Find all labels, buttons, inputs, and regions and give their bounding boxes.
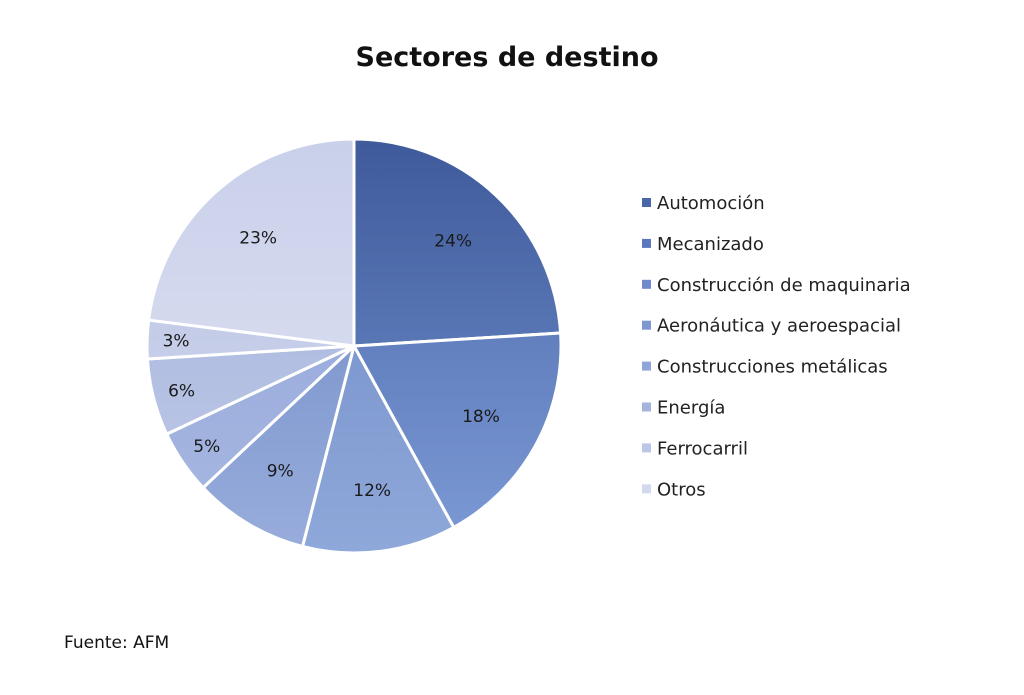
slice-label-ferrocarril: 3% [163, 331, 190, 351]
pie-slice-otros [147, 137, 356, 348]
source-note: Fuente: AFM [64, 633, 169, 653]
legend-swatch-otros [642, 484, 651, 494]
slice-label-energia: 6% [168, 381, 195, 401]
pie-slice-automocion [352, 137, 563, 348]
legend-swatch-aeronautica-y-aeroespacial [642, 320, 651, 330]
legend-label-automocion: Automoción [657, 193, 765, 214]
legend-label-aeronautica-y-aeroespacial: Aeronáutica y aeroespacial [657, 316, 901, 337]
slice-label-automocion: 24% [434, 231, 472, 251]
legend-swatch-energia [642, 402, 651, 412]
slice-label-construcciones-metalicas: 5% [193, 437, 220, 457]
chart-legend: Automoción Mecanizado Construcción de maqu… [642, 193, 911, 500]
legend-swatch-construcciones-metalicas [642, 361, 651, 371]
pie-slices [145, 137, 563, 555]
pie-slice-labels: 24% 18% 12% 9% 5% 6% 3% 23% [163, 228, 500, 500]
slice-label-construccion-de-maquinaria: 12% [353, 481, 391, 501]
legend-swatch-mecanizado [642, 238, 651, 248]
pie-slice-construccion-de-maquinaria [301, 344, 456, 555]
legend-swatch-construccion-de-maquinaria [642, 279, 651, 289]
slice-label-mecanizado: 18% [462, 407, 500, 427]
pie-slice-aeronautica-y-aeroespacial [201, 344, 356, 548]
slice-label-otros: 23% [239, 228, 277, 248]
slice-label-aeronautica-y-aeroespacial: 9% [267, 462, 294, 482]
legend-label-mecanizado: Mecanizado [657, 234, 764, 255]
legend-swatch-ferrocarril [642, 443, 651, 453]
pie-slice-mecanizado [352, 331, 563, 529]
legend-label-otros: Otros [657, 479, 706, 500]
legend-label-construccion-de-maquinaria: Construcción de maquinaria [657, 275, 911, 296]
legend-label-ferrocarril: Ferrocarril [657, 438, 748, 459]
legend-label-energia: Energía [657, 398, 725, 419]
legend-label-construcciones-metalicas: Construcciones metálicas [657, 357, 888, 378]
chart-title: Sectores de destino [356, 42, 659, 73]
legend-swatch-automocion [642, 198, 651, 207]
